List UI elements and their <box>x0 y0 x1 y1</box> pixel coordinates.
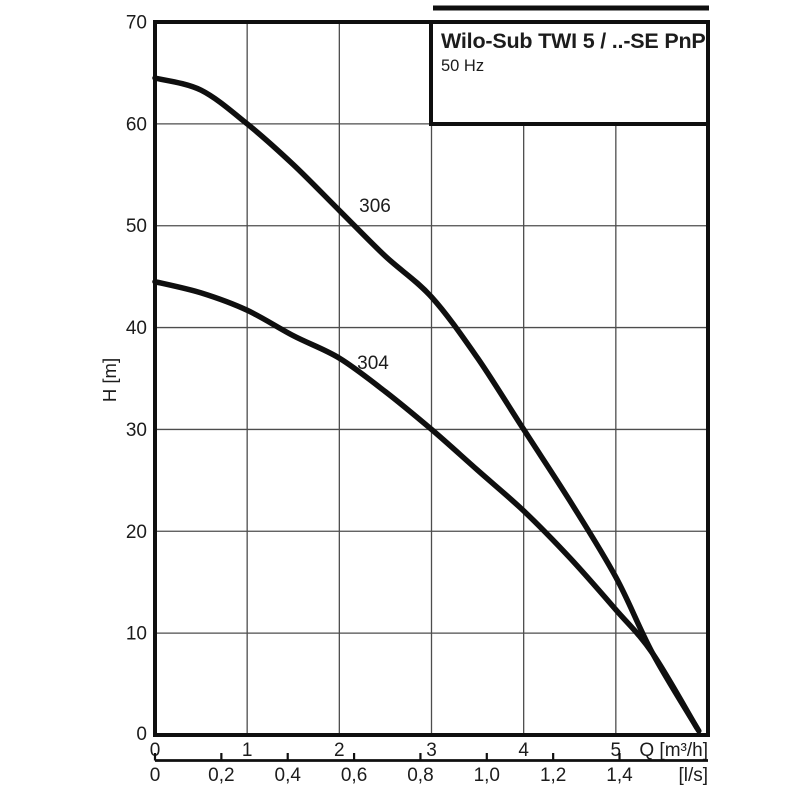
curve-labels: 306 304 <box>357 196 391 374</box>
y-tick-label: 60 <box>126 114 147 135</box>
x-secondary-tick-label: 1,0 <box>474 765 500 786</box>
y-tick-label: 20 <box>126 522 147 543</box>
x-primary-tick-label: 0 <box>150 740 161 761</box>
x-secondary-tick-label: 1,2 <box>540 765 566 786</box>
x-primary-tick-label: 5 <box>611 740 622 761</box>
x-primary-tick-label: 4 <box>518 740 529 761</box>
x-primary-tick-label: 1 <box>242 740 253 761</box>
pump-curve-306 <box>152 75 702 734</box>
x-secondary-tick-label: 0,4 <box>275 765 302 786</box>
x-primary-tick-label: 3 <box>426 740 437 761</box>
x-secondary-tick-label: 0,2 <box>208 765 234 786</box>
x-axis-secondary-unit: [l/s] <box>678 765 708 786</box>
pump-curves <box>152 75 702 734</box>
x-primary-tick-label: 2 <box>334 740 345 761</box>
plot-border <box>153 20 710 737</box>
y-tick-label: 0 <box>136 724 147 745</box>
pump-curve-304 <box>152 278 700 731</box>
curve-label-304: 304 <box>357 353 389 374</box>
y-tick-label: 50 <box>126 216 147 237</box>
y-tick-label: 40 <box>126 318 147 339</box>
x-secondary-tick-label: 0,6 <box>341 765 367 786</box>
x-secondary-tick-label: 1,4 <box>606 765 633 786</box>
x-axis-primary-unit: Q [m³/h] <box>639 740 708 761</box>
chart-frequency-label: 50 Hz <box>441 57 484 75</box>
y-tick-label: 70 <box>126 13 147 34</box>
title-box: Wilo-Sub TWI 5 / ..-SE PnP 50 Hz <box>429 20 710 126</box>
x-secondary-tick-label: 0,8 <box>407 765 433 786</box>
x-axis-secondary: 0 0,2 0,4 0,6 0,8 1,0 1,2 1,4 <box>150 753 708 786</box>
title-box-frame <box>429 20 710 126</box>
y-axis-labels: 0 10 20 30 40 50 60 70 <box>126 13 147 746</box>
curve-label-306: 306 <box>359 196 391 217</box>
y-tick-label: 30 <box>126 420 147 441</box>
gridlines <box>155 22 708 735</box>
chart-title: Wilo-Sub TWI 5 / ..-SE PnP <box>441 29 706 53</box>
x-axis-primary-labels: 0 1 2 3 4 5 <box>150 740 621 761</box>
x-secondary-tick-label: 0 <box>150 765 161 786</box>
y-tick-label: 10 <box>126 624 147 645</box>
y-axis-title: H [m] <box>99 358 120 402</box>
